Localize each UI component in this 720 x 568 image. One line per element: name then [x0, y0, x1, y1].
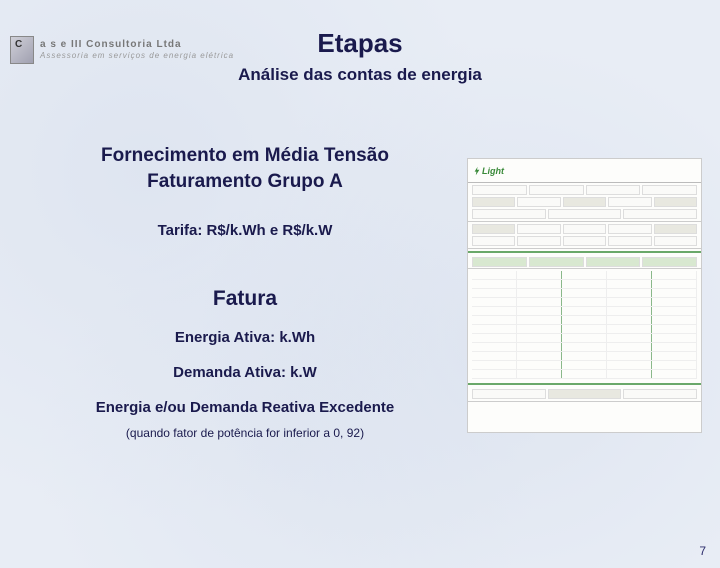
page-subtitle: Análise das contas de energia [0, 65, 720, 85]
company-logo-area: a s e III Consultoria Ltda Assessoria em… [10, 36, 234, 64]
bill-info-section [468, 183, 701, 222]
bill-charges-table [468, 269, 701, 381]
reativa-line: Energia e/ou Demanda Reativa Excedente [30, 399, 460, 416]
bill-charges-heading [468, 255, 701, 269]
company-name: a s e III Consultoria Ltda [40, 39, 234, 51]
bill-divider [468, 251, 701, 253]
bill-divider-2 [468, 383, 701, 385]
company-tagline: Assessoria em serviços de energia elétri… [40, 51, 234, 61]
bill-total-section [468, 387, 701, 402]
heading-line1: Fornecimento em Média Tensão [101, 145, 389, 166]
logo-icon [10, 36, 34, 64]
energia-ativa-line: Energia Ativa: k.Wh [30, 329, 460, 346]
content-block: Fornecimento em Média Tensão Faturamento… [30, 143, 460, 440]
page-number: 7 [699, 544, 706, 558]
fatura-heading: Fatura [30, 287, 460, 311]
bolt-icon [474, 165, 480, 177]
heading-line2: Faturamento Grupo A [147, 171, 343, 192]
company-text: a s e III Consultoria Ltda Assessoria em… [40, 39, 234, 61]
tarifa-line: Tarifa: R$/k.Wh e R$/k.W [30, 222, 460, 239]
heading: Fornecimento em Média Tensão Faturamento… [30, 143, 460, 194]
bill-illustration: Light [467, 158, 702, 433]
bill-header: Light [468, 159, 701, 183]
bill-brand-logo: Light [474, 164, 504, 178]
bill-brand-text: Light [482, 166, 504, 176]
bill-readings-section [468, 222, 701, 249]
demanda-ativa-line: Demanda Ativa: k.W [30, 364, 460, 381]
note-line: (quando fator de potência for inferior a… [30, 426, 460, 440]
